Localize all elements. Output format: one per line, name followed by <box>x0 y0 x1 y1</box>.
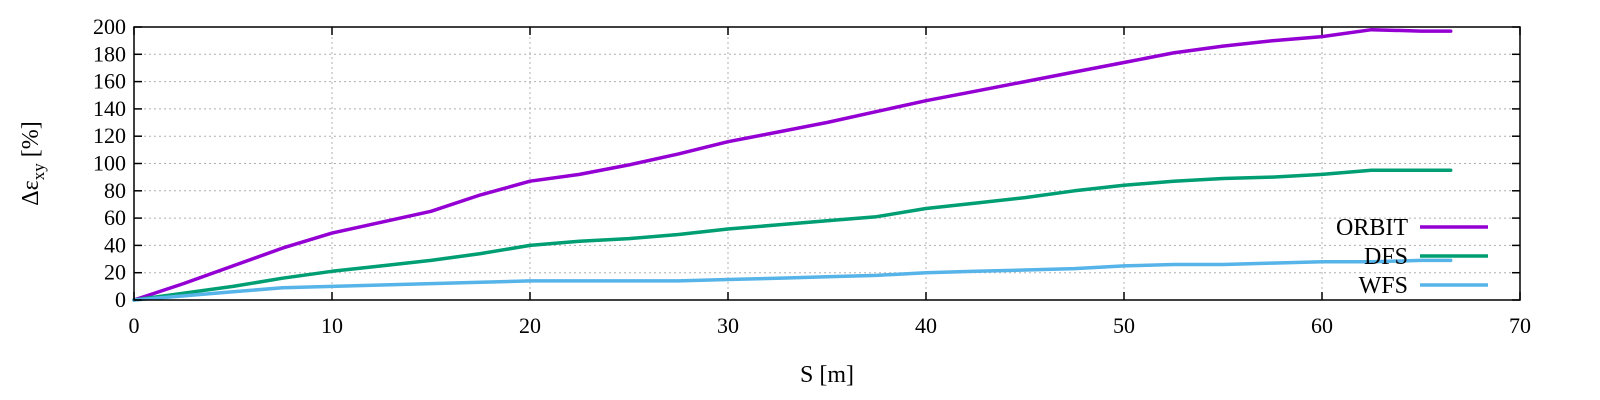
legend: ORBIT DFS WFS <box>1336 215 1488 299</box>
legend-label-orbit: ORBIT <box>1336 215 1408 241</box>
y-axis-label-sub: xy <box>29 163 48 181</box>
y-axis-label-unit: [%] <box>18 121 44 163</box>
x-axis-label: S [m] <box>800 362 854 388</box>
x-tick-label: 20 <box>519 313 541 338</box>
series-line-wfs <box>132 258 1453 302</box>
y-tick-label: 100 <box>93 151 126 176</box>
axis-ticks <box>133 26 1521 301</box>
grid <box>134 27 1520 300</box>
x-tick-label: 0 <box>129 313 140 338</box>
series-line-orbit <box>132 27 1453 302</box>
x-tick-label: 60 <box>1311 313 1333 338</box>
x-tick-label: 30 <box>717 313 739 338</box>
y-tick-label: 120 <box>93 123 126 148</box>
y-tick-label: 160 <box>93 69 126 94</box>
plot-frame <box>133 26 1521 301</box>
y-tick-label: 80 <box>104 178 126 203</box>
x-tick-label: 70 <box>1509 313 1531 338</box>
y-tick-label: 0 <box>115 287 126 312</box>
x-tick-label: 40 <box>915 313 937 338</box>
y-tick-label: 40 <box>104 232 126 257</box>
y-tick-label: 140 <box>93 96 126 121</box>
x-tick-labels: 0 10 20 30 40 50 60 70 <box>129 313 1532 338</box>
y-tick-label: 200 <box>93 14 126 39</box>
y-tick-label: 20 <box>104 260 126 285</box>
series-line-dfs <box>132 168 1453 302</box>
legend-label-dfs: DFS <box>1364 244 1408 270</box>
y-tick-label: 60 <box>104 205 126 230</box>
y-axis-label: Δεxy [%] <box>18 121 48 206</box>
y-axis-label-main: Δε <box>18 180 44 206</box>
y-tick-label: 180 <box>93 41 126 66</box>
x-tick-label: 10 <box>321 313 343 338</box>
x-tick-label: 50 <box>1113 313 1135 338</box>
legend-label-wfs: WFS <box>1359 273 1408 299</box>
series-lines <box>132 27 1453 302</box>
